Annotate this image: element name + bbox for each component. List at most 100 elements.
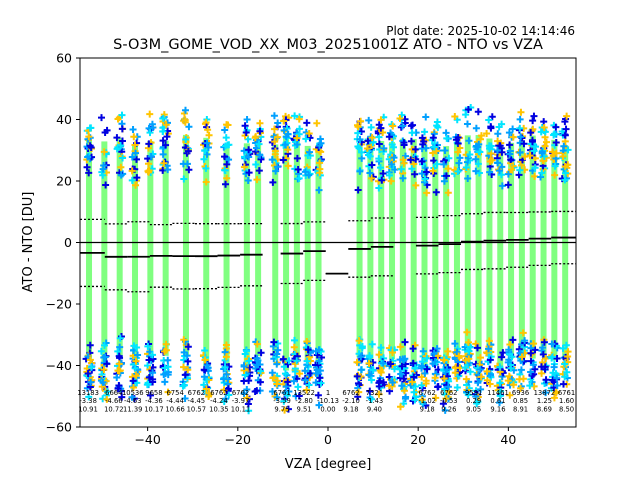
data-point <box>430 130 438 138</box>
scatter-column <box>143 110 157 399</box>
data-point <box>255 140 263 148</box>
data-point <box>486 144 494 152</box>
data-point <box>316 142 324 150</box>
data-point <box>410 373 418 381</box>
data-point <box>181 116 189 124</box>
data-point <box>421 369 429 377</box>
data-point <box>418 362 426 370</box>
data-point <box>496 363 504 371</box>
data-point <box>243 116 251 124</box>
data-point <box>399 156 407 164</box>
bin-annotation-line: 6754 <box>166 389 183 397</box>
data-point <box>245 357 253 365</box>
scatter-column <box>483 113 496 388</box>
data-point <box>253 144 261 152</box>
data-point <box>221 166 229 174</box>
data-point <box>114 347 122 355</box>
data-point <box>133 174 141 182</box>
data-point <box>454 140 462 148</box>
data-point <box>252 161 260 169</box>
data-point <box>463 328 471 336</box>
bin-annotation-line: 13872 <box>534 389 556 397</box>
data-point <box>280 397 288 405</box>
data-point <box>389 378 397 386</box>
data-point <box>552 388 560 396</box>
data-point <box>294 383 302 391</box>
bin-annotation-line: 0.61 <box>490 397 505 405</box>
data-point <box>84 369 92 377</box>
data-point <box>131 141 139 149</box>
data-point <box>462 164 470 172</box>
data-point <box>390 154 398 162</box>
data-point <box>181 106 189 114</box>
data-point <box>455 352 463 360</box>
data-point <box>389 122 397 130</box>
data-point <box>284 378 292 386</box>
data-point <box>114 115 122 123</box>
bin-annotation-line: -4.24 <box>210 397 228 405</box>
data-point <box>391 166 399 174</box>
data-point <box>145 140 153 148</box>
data-point <box>445 154 453 162</box>
bin-annotation: 6762 -0.53 9.26 <box>440 389 458 413</box>
data-point <box>368 340 376 348</box>
data-point <box>387 360 395 368</box>
bin-annotation-line: 10.72 <box>104 405 123 413</box>
data-point <box>117 141 125 149</box>
data-point <box>494 159 502 167</box>
data-point <box>256 378 264 386</box>
data-point <box>516 166 524 174</box>
data-point <box>184 357 192 365</box>
data-point <box>128 153 136 161</box>
data-point <box>301 367 309 375</box>
data-point <box>203 150 211 158</box>
data-point <box>498 182 506 190</box>
data-point <box>253 387 261 395</box>
bin-annotation: 6761 -3.59 9.75 <box>273 389 291 413</box>
scatter-column <box>128 126 142 403</box>
data-point <box>530 112 538 120</box>
data-point <box>509 125 517 133</box>
data-point <box>221 356 229 364</box>
data-point <box>486 380 494 388</box>
bin-annotation-line: 1.60 <box>559 397 574 405</box>
data-point <box>477 354 484 362</box>
data-point <box>224 141 232 149</box>
data-point <box>316 374 324 382</box>
data-point <box>185 166 193 174</box>
data-point <box>268 387 276 395</box>
data-point <box>164 356 172 364</box>
scatter-column <box>220 121 233 405</box>
data-point <box>531 172 539 180</box>
data-point <box>244 176 252 184</box>
scatter-column <box>504 125 518 399</box>
data-point <box>559 344 567 352</box>
data-point <box>85 133 93 141</box>
data-point <box>517 384 525 392</box>
x-tick-label: 0 <box>324 432 332 447</box>
bin-annotation-line: 7321 <box>366 389 383 397</box>
data-point <box>378 176 386 184</box>
data-point <box>504 358 512 366</box>
scatter-column <box>82 124 96 401</box>
data-point <box>423 354 431 362</box>
data-point <box>518 353 526 361</box>
data-point <box>118 137 126 145</box>
data-point <box>85 393 93 401</box>
data-point <box>163 133 171 141</box>
data-point <box>113 374 121 382</box>
data-point <box>281 370 289 378</box>
data-point <box>256 151 264 159</box>
bin-annotation-line: -4.44 <box>166 397 184 405</box>
data-point <box>493 146 501 154</box>
data-point <box>305 130 313 138</box>
data-point <box>466 150 474 158</box>
data-point <box>562 125 570 133</box>
bin-annotation-line: 10.66 <box>165 405 184 413</box>
data-point <box>315 401 323 409</box>
data-point <box>379 359 387 367</box>
bin-annotation-line: -2.80 <box>295 397 313 405</box>
data-point <box>440 177 448 185</box>
data-point <box>149 378 157 386</box>
data-point <box>553 355 561 363</box>
